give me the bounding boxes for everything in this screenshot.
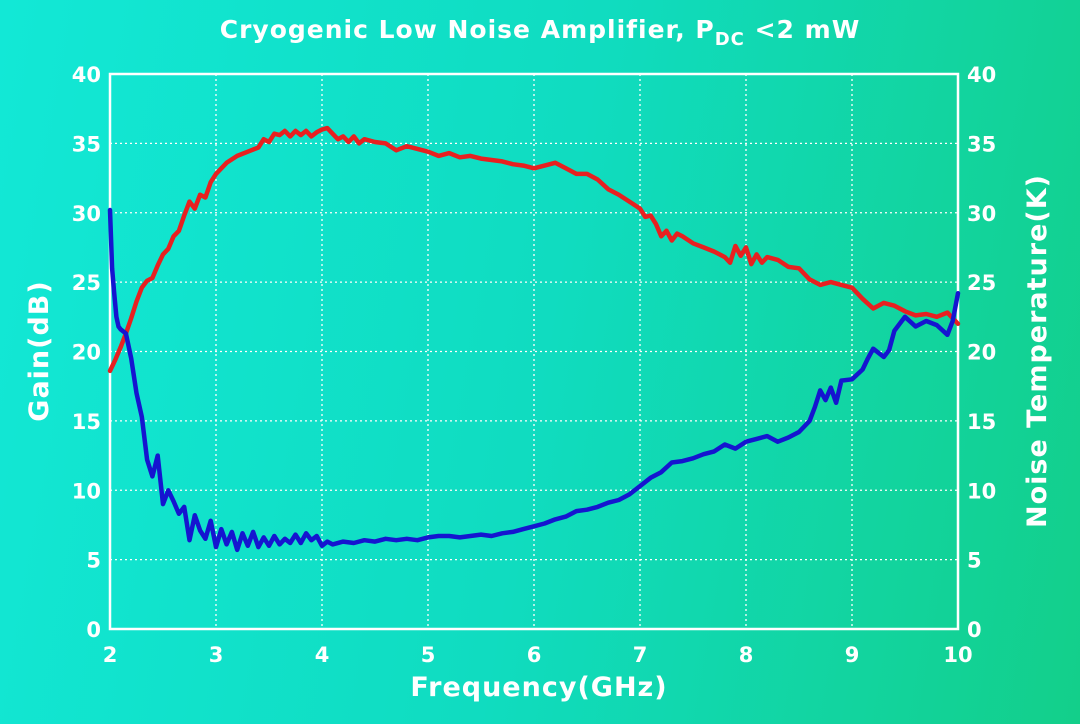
y2-tick-label: 35 (967, 132, 996, 156)
y2-tick-label: 15 (967, 410, 996, 434)
x-tick-label: 4 (315, 643, 330, 667)
y-tick-label: 40 (72, 63, 101, 87)
y2-tick-label: 30 (967, 202, 996, 226)
noise-temperature-series-line (107, 207, 961, 553)
y2-tick-label: 40 (967, 63, 996, 87)
y-axis-ticks: 0 5 10 15 20 25 30 35 40 (72, 63, 101, 642)
y-axis-label: Gain(dB) (24, 280, 55, 421)
y-tick-label: 20 (72, 341, 101, 365)
plot-frame (108, 72, 960, 631)
chart-title: Cryogenic Low Noise Amplifier, PDC <2 mW (220, 15, 861, 50)
x-axis-label: Frequency(GHz) (410, 672, 667, 703)
y2-tick-label: 5 (967, 549, 982, 573)
y-tick-label: 15 (72, 410, 101, 434)
gain-series-line (107, 125, 961, 374)
y2-tick-label: 10 (967, 479, 996, 503)
x-tick-label: 6 (527, 643, 542, 667)
y-tick-label: 35 (72, 132, 101, 156)
y-tick-label: 30 (72, 202, 101, 226)
x-tick-label: 7 (633, 643, 648, 667)
y-tick-label: 0 (86, 618, 101, 642)
series-layer (107, 125, 961, 553)
y-tick-label: 10 (72, 479, 101, 503)
y2-tick-label: 25 (967, 271, 996, 295)
x-tick-label: 9 (845, 643, 860, 667)
y-tick-label: 25 (72, 271, 101, 295)
x-tick-label: 5 (421, 643, 436, 667)
x-tick-label: 8 (739, 643, 754, 667)
y2-tick-label: 0 (967, 618, 982, 642)
y2-axis-ticks: 0 5 10 15 20 25 30 35 40 (967, 63, 996, 642)
y2-tick-label: 20 (967, 341, 996, 365)
x-tick-label: 10 (943, 643, 972, 667)
x-axis-ticks: 2 3 4 5 6 7 8 9 10 (103, 643, 973, 667)
x-tick-label: 3 (209, 643, 224, 667)
y-tick-label: 5 (86, 549, 101, 573)
y2-axis-label: Noise Temperature(K) (1022, 174, 1053, 528)
x-tick-label: 2 (103, 643, 118, 667)
